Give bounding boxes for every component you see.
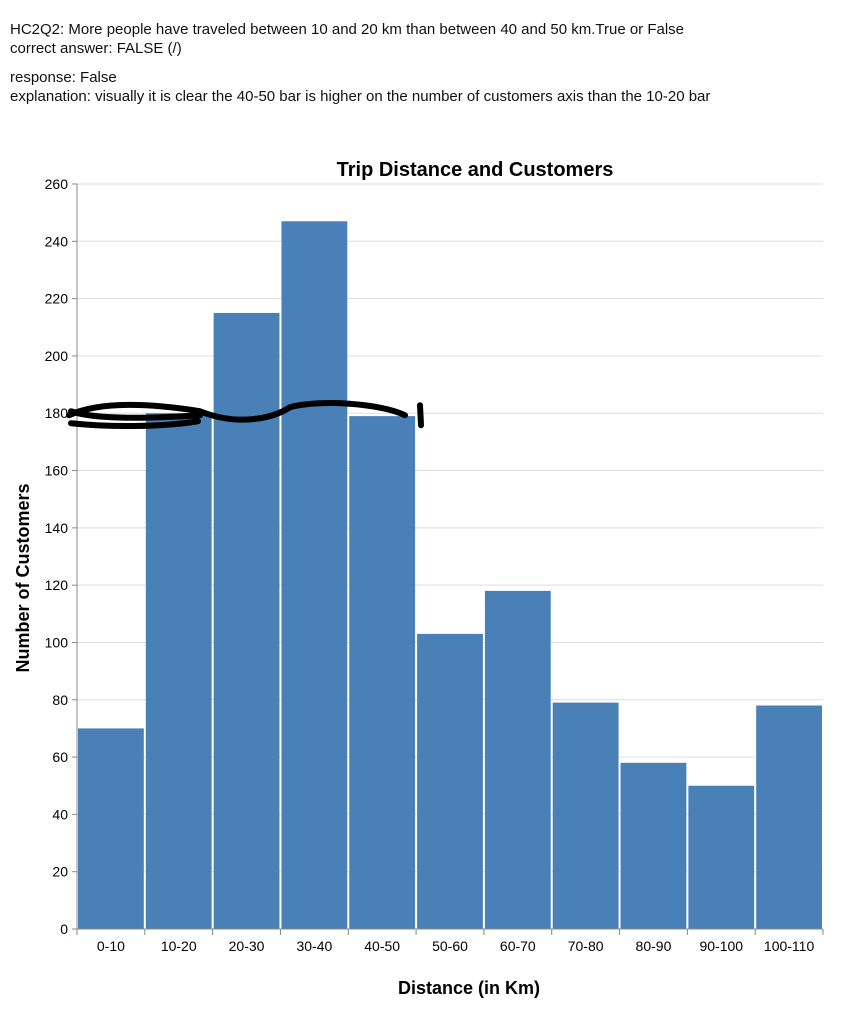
y-tick-label: 180 bbox=[45, 405, 69, 421]
bar bbox=[281, 221, 348, 929]
y-tick-label: 120 bbox=[45, 577, 69, 593]
y-tick-label: 60 bbox=[52, 749, 68, 765]
bars bbox=[78, 221, 822, 929]
x-tick-label: 100-110 bbox=[764, 938, 815, 954]
bar bbox=[78, 728, 144, 929]
x-tick-label: 70-80 bbox=[568, 938, 604, 954]
chart-title: Trip Distance and Customers bbox=[337, 159, 614, 181]
handwritten-annotation bbox=[66, 400, 424, 430]
bar bbox=[620, 762, 687, 929]
y-tick-label: 220 bbox=[45, 291, 69, 307]
y-tick-label: 0 bbox=[60, 921, 68, 937]
axes: 0 20 40 60 80 100 120 140 160 180 200 220 240 260 0-10… bbox=[45, 176, 824, 954]
y-tick-label: 240 bbox=[45, 233, 69, 249]
y-tick-label: 40 bbox=[52, 806, 68, 822]
y-tick-label: 140 bbox=[45, 520, 69, 536]
question-text: HC2Q2: More people have traveled between… bbox=[10, 21, 685, 38]
bar bbox=[688, 785, 755, 929]
bar bbox=[756, 705, 822, 929]
x-tick-label: 10-20 bbox=[161, 938, 197, 954]
x-tick-label: 80-90 bbox=[636, 938, 672, 954]
y-axis-title: Number of Customers bbox=[13, 483, 33, 672]
y-tick-label: 80 bbox=[52, 692, 68, 708]
y-tick-label: 200 bbox=[45, 348, 69, 364]
bar bbox=[484, 590, 551, 929]
bar bbox=[213, 312, 280, 929]
x-tick-label: 20-30 bbox=[229, 938, 265, 954]
bar bbox=[145, 413, 212, 929]
x-tick-label: 30-40 bbox=[296, 938, 332, 954]
y-tick-label: 160 bbox=[45, 463, 69, 479]
x-tick-label: 50-60 bbox=[432, 938, 468, 954]
bar bbox=[349, 416, 416, 929]
correct-answer-text: correct answer: FALSE (/) bbox=[10, 40, 182, 57]
x-tick-label: 0-10 bbox=[97, 938, 125, 954]
y-tick-label: 260 bbox=[45, 176, 69, 192]
explanation-text: explanation: visually it is clear the 40… bbox=[10, 88, 711, 105]
bar bbox=[417, 633, 483, 929]
question-header: HC2Q2: More people have traveled between… bbox=[10, 20, 850, 106]
y-tick-label: 100 bbox=[45, 634, 69, 650]
y-tick-label: 20 bbox=[52, 864, 68, 880]
x-axis-title: Distance (in Km) bbox=[398, 978, 540, 998]
x-tick-label: 90-100 bbox=[699, 938, 743, 954]
response-text: response: False bbox=[10, 69, 117, 86]
bar bbox=[552, 702, 619, 929]
x-tick-label: 40-50 bbox=[364, 938, 400, 954]
x-tick-label: 60-70 bbox=[500, 938, 536, 954]
